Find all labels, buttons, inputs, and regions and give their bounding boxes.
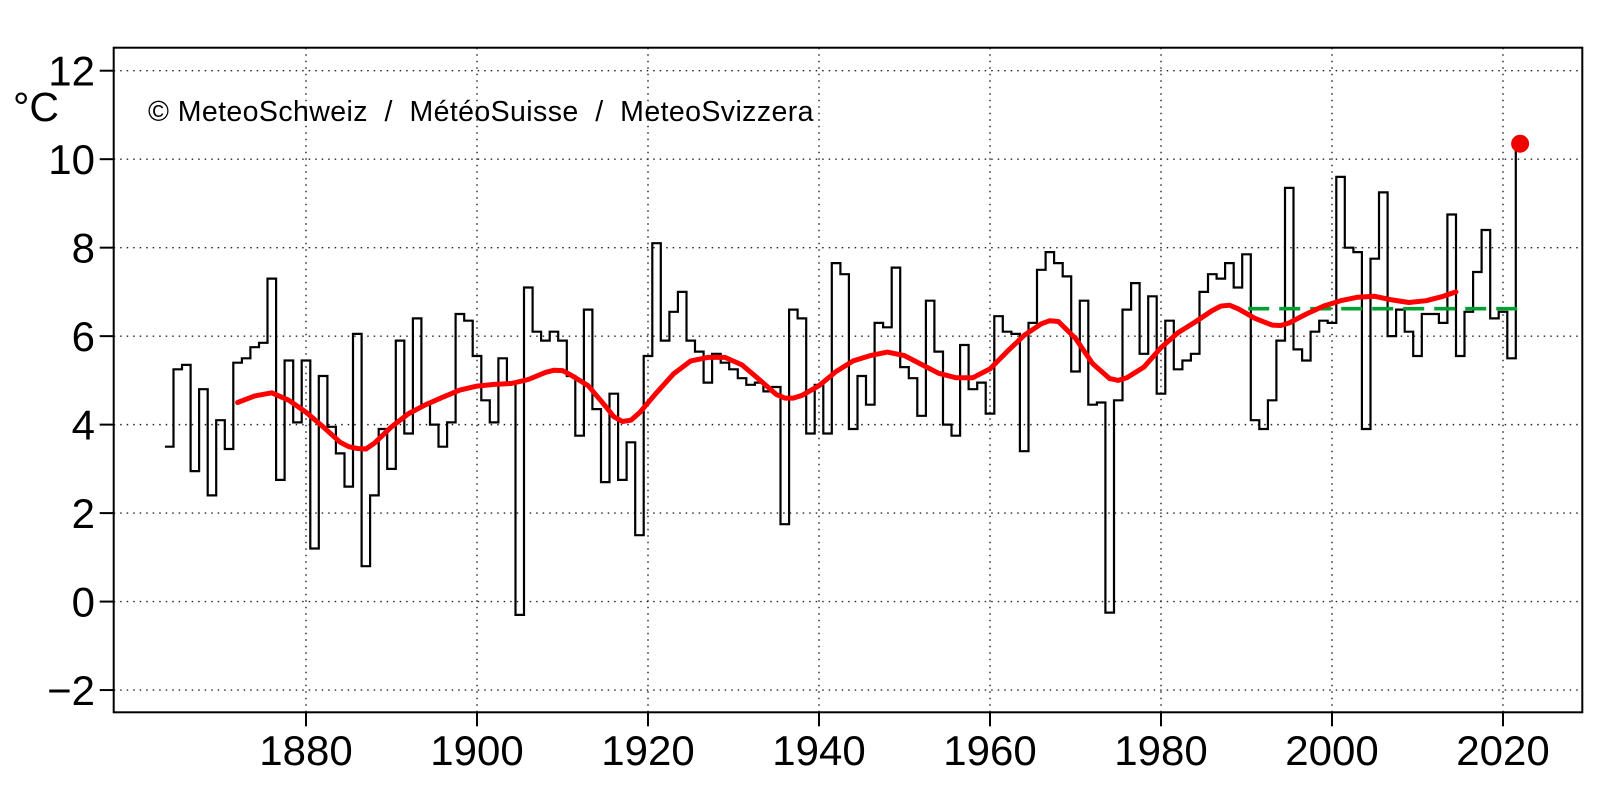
y-axis-unit-label: °C: [13, 84, 59, 130]
y-axis-tick-label: 6: [72, 313, 95, 360]
y-axis-tick-label: 8: [72, 225, 95, 272]
x-axis-tick-label: 1880: [259, 727, 352, 774]
y-axis-tick-label: 12: [48, 48, 95, 95]
plot-border: [112, 46, 1584, 714]
annual-step-series: [164, 142, 1525, 616]
y-axis-tick-label: 4: [72, 402, 95, 449]
x-axis-tick-label: 2000: [1285, 727, 1378, 774]
x-axis-tick-label: 1940: [772, 727, 865, 774]
y-axis-tick-label: −2: [47, 667, 95, 714]
y-axis-tick-label: 10: [48, 136, 95, 183]
source-attribution: © MeteoSchweiz / MétéoSuisse / MeteoSviz…: [148, 96, 814, 128]
y-axis-tick-label: 0: [72, 579, 95, 626]
record-year-dot: [1511, 134, 1530, 153]
x-axis-tick-label: 1980: [1114, 727, 1207, 774]
x-axis-tick-label: 1960: [943, 727, 1036, 774]
x-axis-tick-label: 2020: [1456, 727, 1549, 774]
x-axis-tick-label: 1900: [430, 727, 523, 774]
y-axis-tick-label: 2: [72, 490, 95, 537]
x-axis-tick-label: 1920: [601, 727, 694, 774]
plot-area: 1880 1900 1920 1940 1960 1980 2000 2020 −2 0 2 4 6 8 1…: [47, 46, 1584, 774]
smoothed-trend-curve: [235, 289, 1459, 452]
